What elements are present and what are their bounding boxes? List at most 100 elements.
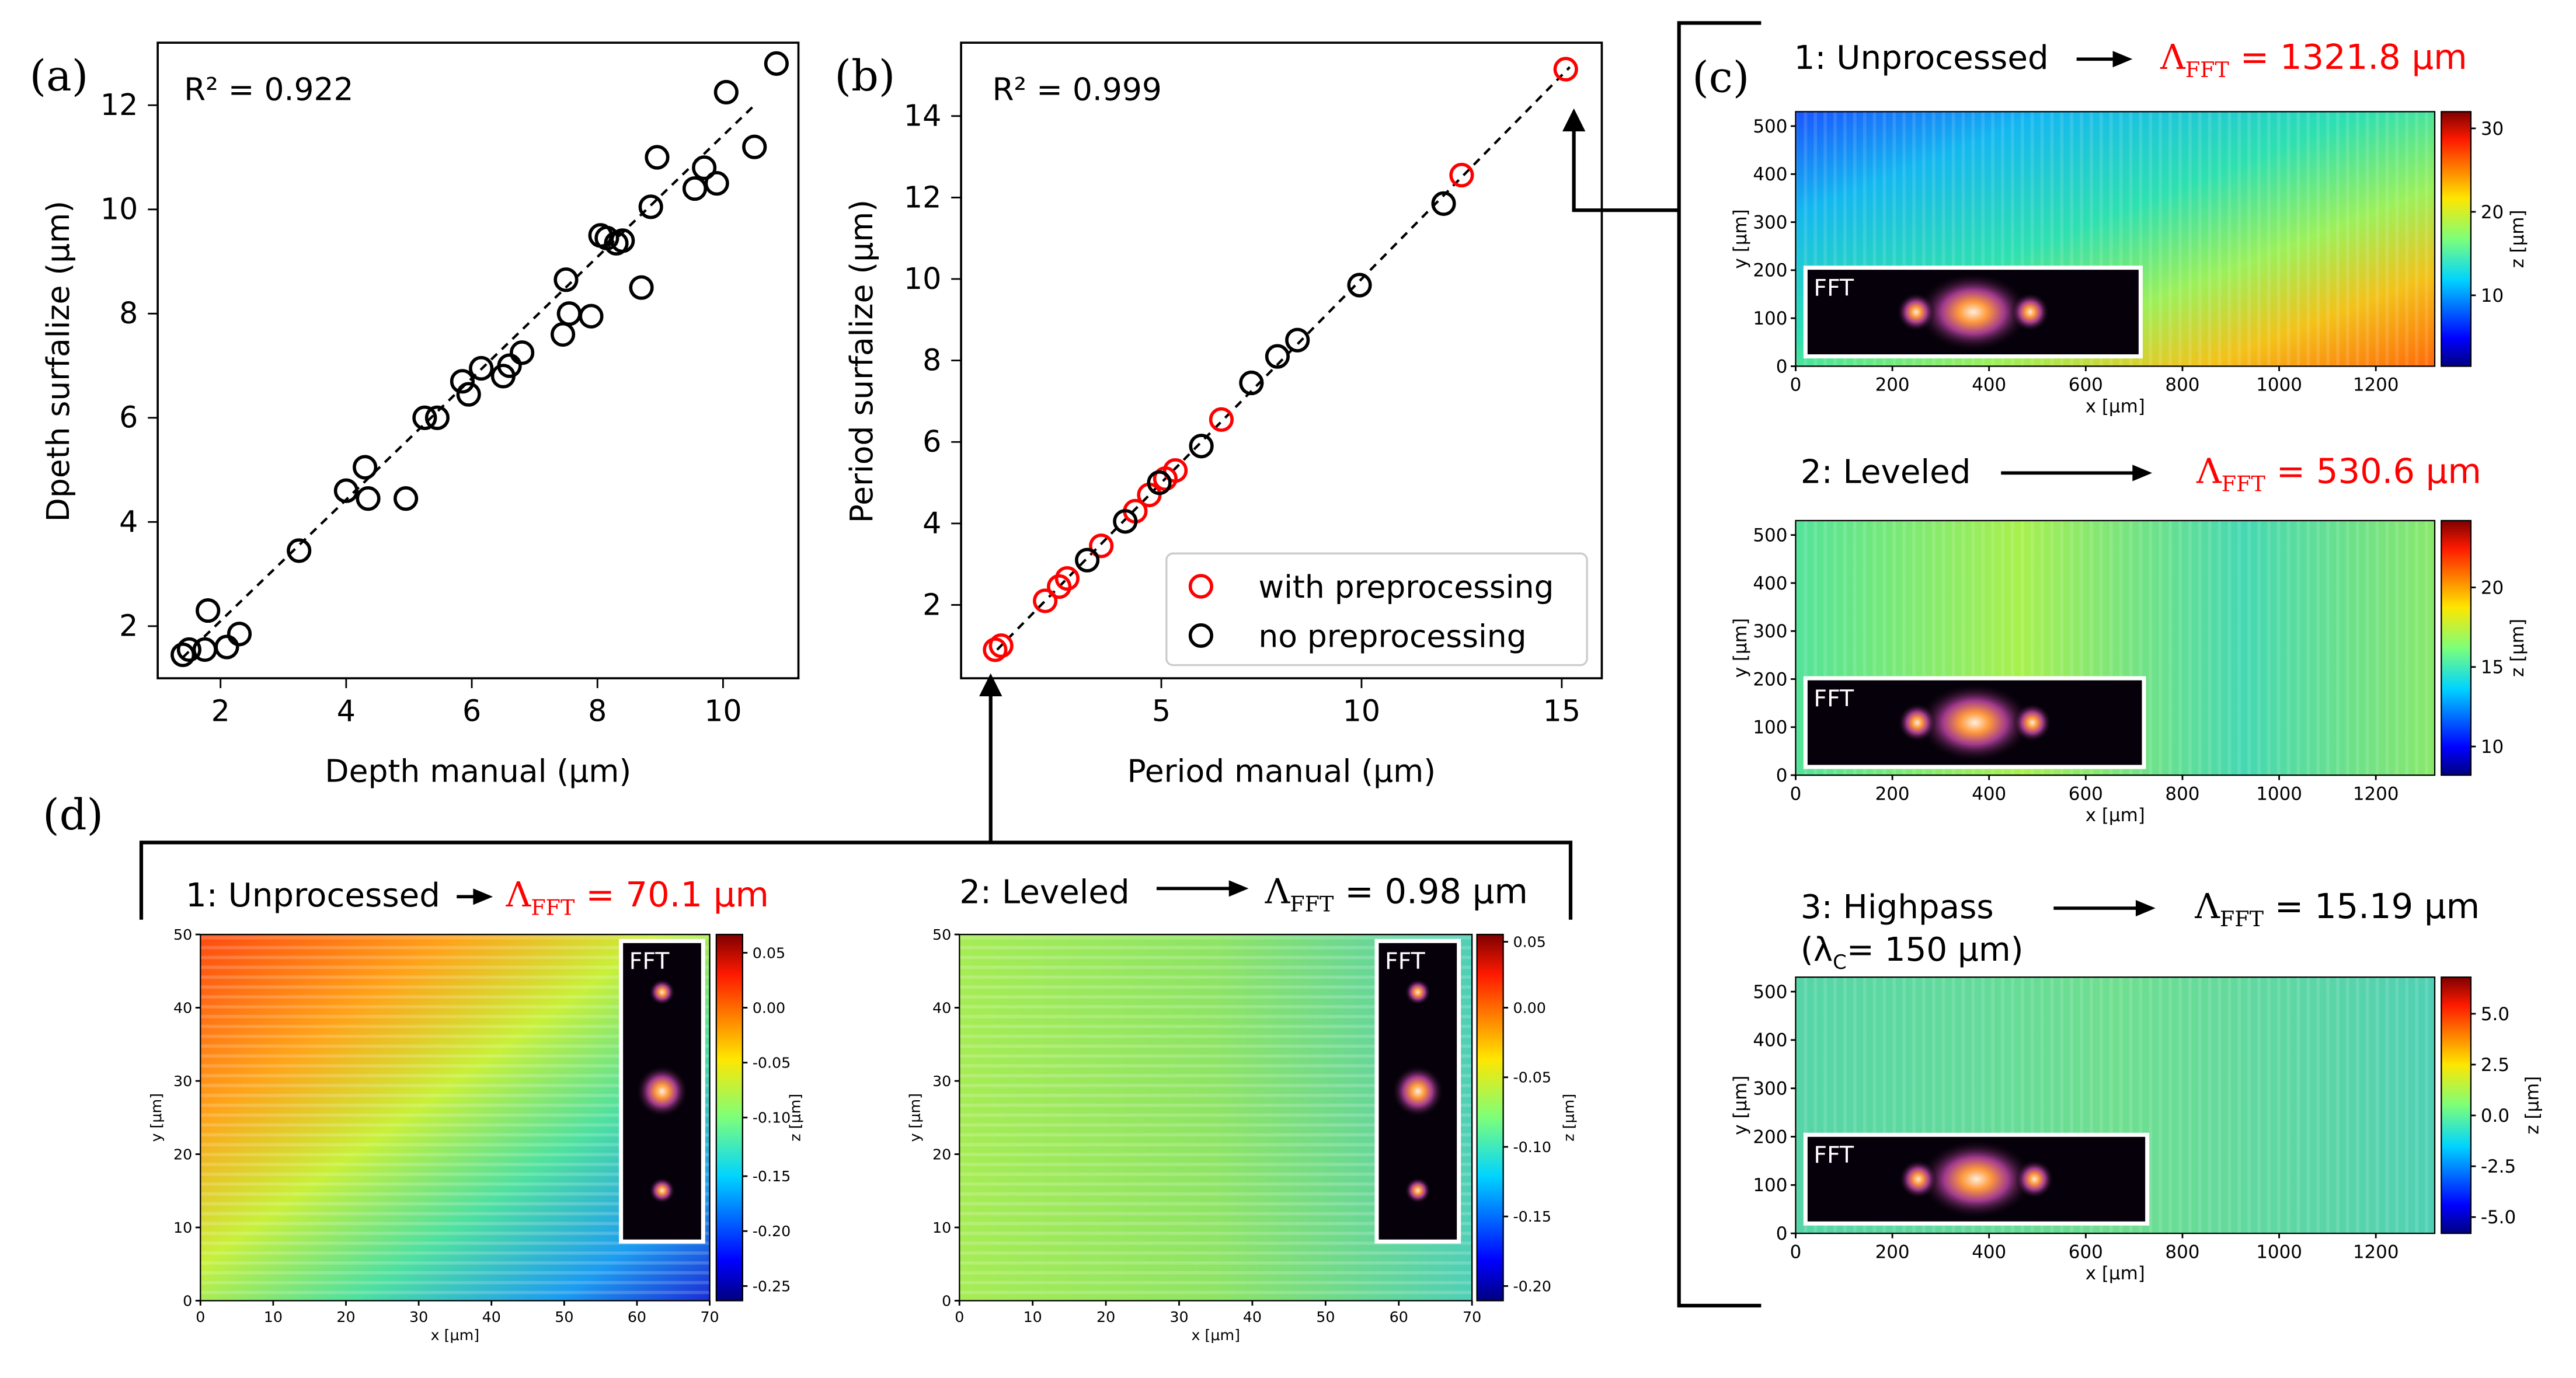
fft-peak — [1899, 1159, 1938, 1199]
scatter-point — [1075, 547, 1100, 573]
heat-ytick-label: 400 — [1753, 164, 1787, 185]
cbar-tick-label: 0.00 — [753, 999, 785, 1016]
scatter-point — [456, 382, 481, 407]
legend-label-no: no preprocessing — [1258, 618, 1526, 655]
heat-ytick-label: 100 — [1753, 717, 1787, 738]
cbar-tick-label: -0.25 — [753, 1277, 791, 1295]
scatter-point — [983, 637, 1008, 662]
heat-ytick-label: 300 — [1753, 621, 1787, 642]
scatter-point — [1054, 566, 1080, 591]
ytick-label: 6 — [119, 400, 138, 435]
scatter-point — [356, 486, 381, 511]
chart-b-r2: R² = 0.999 — [993, 71, 1162, 108]
heatmap-frame — [959, 933, 1473, 1302]
arrow-d-head — [979, 673, 1002, 697]
scatter-point — [1265, 344, 1290, 369]
cbar-tick-label: 0.00 — [1513, 999, 1546, 1016]
scatter-point — [554, 267, 579, 292]
result-arrow-head — [2112, 51, 2133, 68]
heat-xtick-label: 800 — [2165, 1241, 2199, 1262]
ytick-label: 4 — [119, 504, 138, 539]
xtick-label: 5 — [1152, 693, 1171, 728]
heat-xtick-label: 600 — [2069, 375, 2103, 396]
scatter-point — [1449, 162, 1474, 188]
legend-label-with: with preprocessing — [1258, 568, 1554, 605]
scatter-point — [176, 637, 202, 662]
colorbar — [715, 933, 743, 1302]
heat-ytick-label: 200 — [1753, 1126, 1787, 1147]
bracket-c — [1677, 21, 1762, 1308]
scatter-point — [742, 134, 767, 159]
colorbar — [2441, 976, 2472, 1234]
scatter-point — [1033, 588, 1058, 613]
scatter-point — [469, 355, 494, 381]
heat-ytick-label: 0 — [183, 1292, 192, 1309]
heat-ytick-label: 200 — [1753, 669, 1787, 690]
heat-xtick-label: 40 — [1243, 1308, 1262, 1325]
heat-xtick-label: 10 — [264, 1308, 283, 1325]
chart-a-depth: 2 4 6 8 10 2 4 6 8 10 12 R² = 0.922 Depth manual (… — [40, 41, 800, 789]
ytick-label: 2 — [119, 609, 138, 643]
heat-ytick-label: 30 — [932, 1072, 951, 1090]
chart-a-frame — [156, 41, 800, 679]
heat-xtick-label: 200 — [1875, 375, 1910, 396]
panel-title: 1: Unprocessed — [186, 877, 440, 915]
chart-b-ylabel: Period surfalize (μm) — [843, 200, 880, 523]
scatter-point — [192, 637, 217, 662]
colorbar — [2441, 111, 2472, 367]
scatter-point — [764, 51, 789, 76]
legend-marker-no — [1188, 623, 1213, 648]
scatter-point — [610, 228, 635, 253]
ytick-label: 8 — [923, 343, 941, 378]
heat-xtick-label: 40 — [482, 1308, 501, 1325]
scatter-point — [1162, 458, 1188, 483]
cbar-tick-label: 10 — [2481, 737, 2504, 758]
heat-xtick-label: 400 — [1972, 783, 2006, 804]
fft-label: FFT — [1385, 948, 1426, 975]
heat-ytick-label: 50 — [173, 926, 192, 943]
result-arrow-head — [473, 888, 493, 905]
scatter-point — [629, 275, 654, 300]
bracket-d — [139, 840, 1573, 920]
heat-ytick-label: 30 — [173, 1072, 192, 1090]
chart-a-ylabel: Dpeth surfalize (μm) — [40, 201, 76, 522]
fft-peak-center — [1917, 682, 2032, 763]
heatmap-c3: 0 200 400 600 800 1000 1200 0 100 200 300 400 500 x [… — [1730, 886, 2543, 1284]
heat-xtick-label: 800 — [2165, 783, 2199, 804]
ytick-label: 14 — [904, 99, 941, 133]
scatter-point — [393, 486, 419, 511]
heatmap-frame — [200, 933, 711, 1302]
result-arrow-head — [2132, 465, 2153, 482]
heat-xlabel: x [μm] — [1191, 1326, 1240, 1344]
heat-xtick-label: 800 — [2165, 375, 2199, 396]
fft-result: ΛFFT = 70.1 μm — [506, 874, 769, 920]
cbar-label: z [μm] — [1560, 1094, 1578, 1142]
cbar-tick-label: 0.05 — [753, 944, 785, 961]
heat-ytick-label: 0 — [1776, 765, 1788, 786]
heat-xtick-label: 400 — [1972, 1241, 2006, 1262]
fft-peak-center — [1918, 1139, 2035, 1219]
heat-ylabel: y [μm] — [906, 1093, 924, 1142]
ytick-label: 6 — [923, 424, 941, 459]
cbar-tick-label: 10 — [2481, 285, 2504, 306]
scatter-point — [510, 340, 535, 365]
panel-label-d: (d) — [43, 790, 103, 840]
heat-xtick-label: 400 — [1972, 375, 2006, 396]
result-arrow-head — [1228, 880, 1249, 897]
cbar-tick-label: 0.0 — [2481, 1105, 2509, 1126]
fft-peak — [649, 1177, 676, 1204]
heat-ylabel: y [μm] — [1730, 1076, 1751, 1135]
legend-frame — [1165, 552, 1588, 667]
panel-label-b: (b) — [834, 51, 895, 101]
panel-title: 1: Unprocessed — [1794, 39, 2049, 77]
scatter-point — [1285, 327, 1310, 353]
scatter-point — [1239, 370, 1264, 396]
heatmap-d1: 0 10 20 30 40 50 60 70 0 10 20 30 40 50 x [μm] y [μm] -0… — [147, 874, 804, 1344]
heat-xtick-label: 1000 — [2256, 375, 2302, 396]
heatmap-c2: 0 200 400 600 800 1000 1200 0 100 200 300 400 500 x [… — [1730, 451, 2528, 826]
heat-xtick-label: 200 — [1875, 1241, 1910, 1262]
legend-marker-with — [1188, 574, 1213, 599]
scatter-point — [353, 455, 378, 480]
scatter-point — [497, 353, 522, 378]
